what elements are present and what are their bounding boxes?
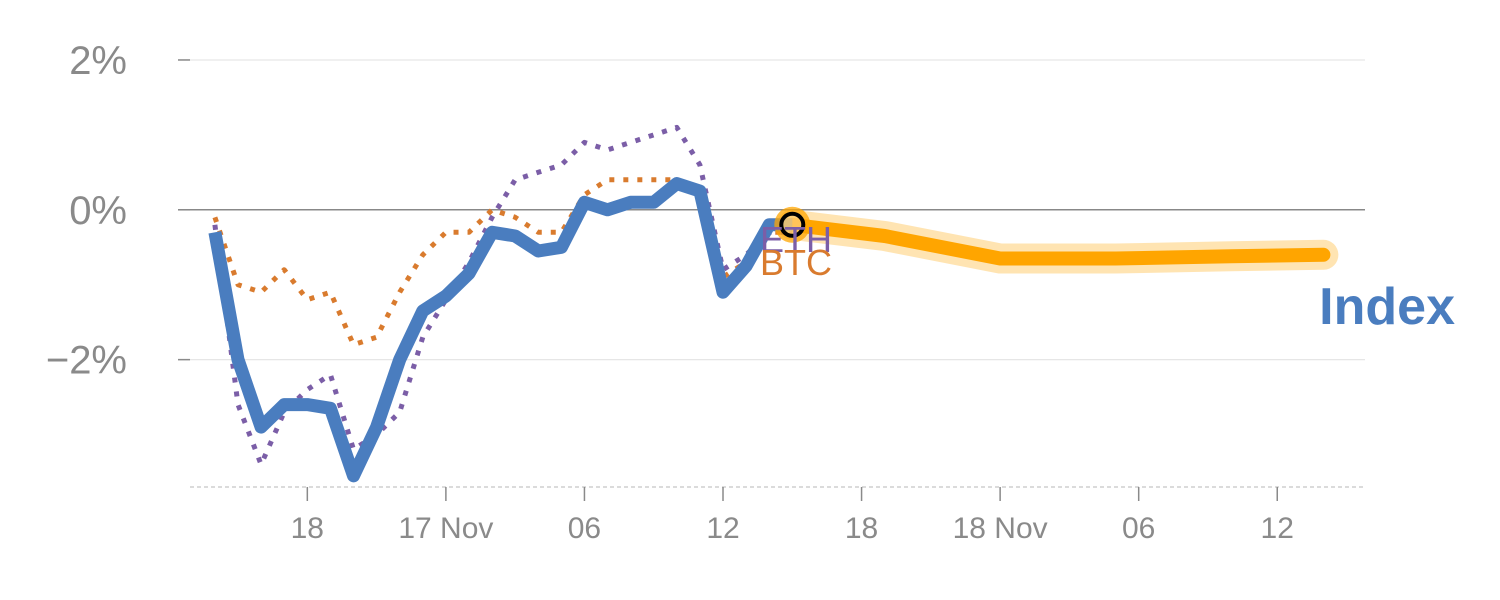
x-tick-label: 12 (706, 512, 739, 545)
series-label-index: Index (1319, 278, 1455, 336)
gridlines (178, 59, 1365, 361)
series-label-btc: BTC (760, 242, 832, 283)
x-tick-label: 18 (291, 512, 324, 545)
x-tick-label: 06 (568, 512, 601, 545)
x-tick-label: 18 (845, 512, 878, 545)
y-tick-label: 0% (69, 189, 127, 233)
y-axis: 2% 0% −2% (46, 39, 190, 383)
forecast-line (785, 217, 1331, 266)
y-tick-label: 2% (69, 39, 127, 83)
current-point-marker (779, 211, 806, 238)
x-tick-label: 18 Nov (953, 512, 1048, 545)
x-axis: 18 17 Nov 06 12 18 18 Nov 06 12 (190, 486, 1365, 545)
series-line-btc (212, 177, 793, 348)
series-label-eth: ETH (760, 219, 832, 260)
x-tick-label: 17 Nov (398, 512, 493, 545)
series-line-index (208, 177, 793, 483)
x-tick-label: 06 (1122, 512, 1155, 545)
x-tick-label: 12 (1261, 512, 1294, 545)
y-tick-label: −2% (46, 339, 127, 383)
plot-series (208, 124, 1339, 483)
series-line-eth (212, 124, 793, 467)
